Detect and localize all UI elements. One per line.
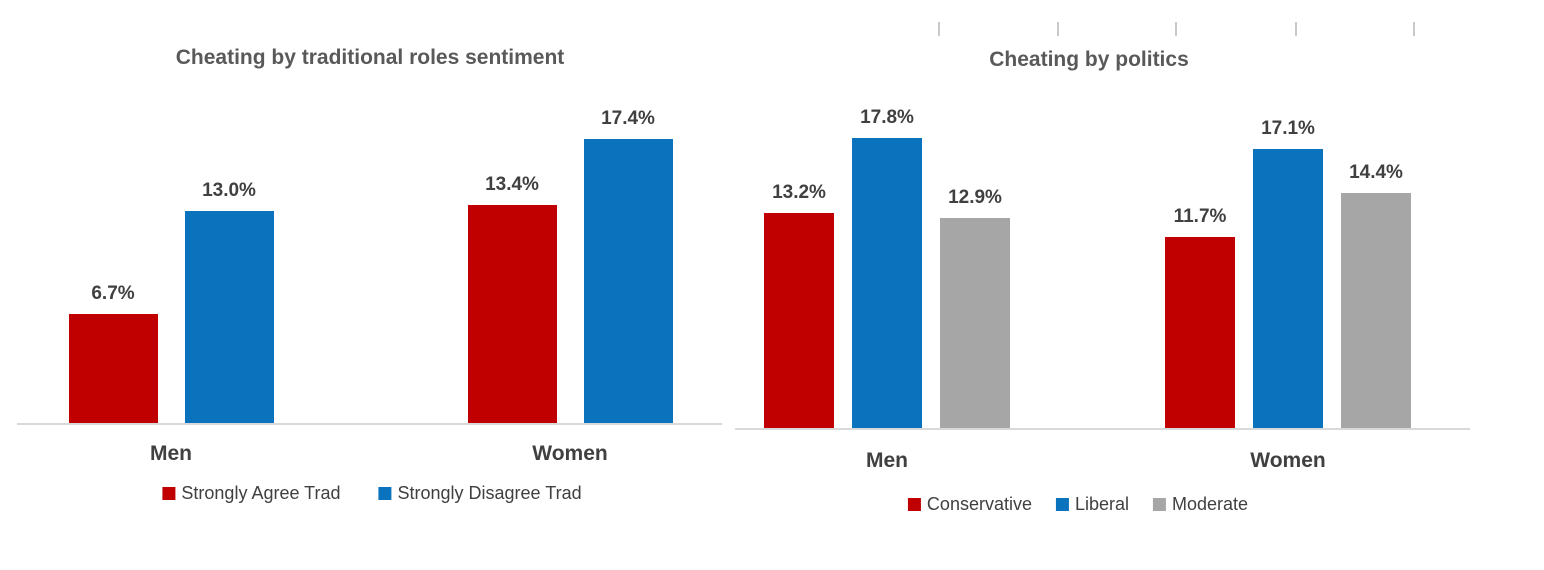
- legend-item-conservative[interactable]: Conservative: [907, 494, 1032, 515]
- bar-strongly-disagree-trad-men[interactable]: [184, 211, 274, 423]
- axis-tick-mark: [1413, 22, 1415, 36]
- legend-politics: Conservative Liberal Moderate: [907, 494, 1248, 515]
- legend-label: Liberal: [1074, 494, 1130, 514]
- x-axis-line-politics: [735, 428, 1470, 430]
- bar-strongly-agree-trad-women[interactable]: [467, 205, 557, 423]
- bar-moderate-men[interactable]: [940, 218, 1010, 428]
- legend-swatch-icon: [1055, 498, 1069, 511]
- legend-item-liberal[interactable]: Liberal: [1055, 494, 1130, 515]
- value-label-moderate-women: 14.4%: [1349, 162, 1403, 183]
- value-label-strongly-disagree-trad-men: 13.0%: [202, 180, 256, 201]
- x-axis-line-traditional-roles: [17, 423, 722, 425]
- bar-conservative-men[interactable]: [764, 213, 834, 428]
- bar-strongly-disagree-trad-women[interactable]: [583, 139, 673, 423]
- legend-label: Strongly Agree Trad: [181, 483, 341, 503]
- axis-tick-mark: [1175, 22, 1177, 36]
- bar-moderate-women[interactable]: [1341, 193, 1411, 428]
- value-label-strongly-disagree-trad-women: 17.4%: [601, 108, 655, 129]
- category-label-women: Women: [532, 442, 608, 465]
- chart-title-politics[interactable]: Cheating by politics: [989, 48, 1189, 71]
- value-label-moderate-men: 12.9%: [948, 187, 1002, 208]
- legend-label: Conservative: [926, 494, 1032, 514]
- legend-swatch-icon: [378, 487, 392, 500]
- legend-label: Strongly Disagree Trad: [397, 483, 582, 503]
- bar-conservative-women[interactable]: [1165, 237, 1235, 428]
- legend-item-strongly-agree-trad[interactable]: Strongly Agree Trad: [162, 483, 341, 504]
- legend-traditional-roles: Strongly Agree Trad Strongly Disagree Tra…: [162, 483, 582, 504]
- bar-liberal-women[interactable]: [1253, 149, 1323, 428]
- value-label-conservative-men: 13.2%: [772, 182, 826, 203]
- value-label-liberal-men: 17.8%: [860, 107, 914, 128]
- axis-tick-mark: [938, 22, 940, 36]
- category-label-men: Men: [866, 449, 908, 472]
- legend-swatch-icon: [162, 487, 176, 500]
- legend-item-strongly-disagree-trad[interactable]: Strongly Disagree Trad: [378, 483, 582, 504]
- legend-label: Moderate: [1172, 494, 1249, 514]
- value-label-strongly-agree-trad-men: 6.7%: [91, 283, 135, 304]
- value-label-conservative-women: 11.7%: [1173, 206, 1227, 227]
- axis-tick-mark: [1295, 22, 1297, 36]
- category-label-men: Men: [150, 442, 192, 465]
- legend-swatch-icon: [1153, 498, 1167, 511]
- value-label-strongly-agree-trad-women: 13.4%: [485, 174, 539, 195]
- category-label-women: Women: [1250, 449, 1326, 472]
- value-label-liberal-women: 17.1%: [1261, 118, 1315, 139]
- chart-title-traditional-roles[interactable]: Cheating by traditional roles sentiment: [175, 46, 565, 69]
- axis-tick-mark: [1057, 22, 1059, 36]
- bar-liberal-men[interactable]: [852, 138, 922, 428]
- legend-swatch-icon: [907, 498, 921, 511]
- bar-strongly-agree-trad-men[interactable]: [68, 314, 158, 423]
- legend-item-moderate[interactable]: Moderate: [1153, 494, 1248, 515]
